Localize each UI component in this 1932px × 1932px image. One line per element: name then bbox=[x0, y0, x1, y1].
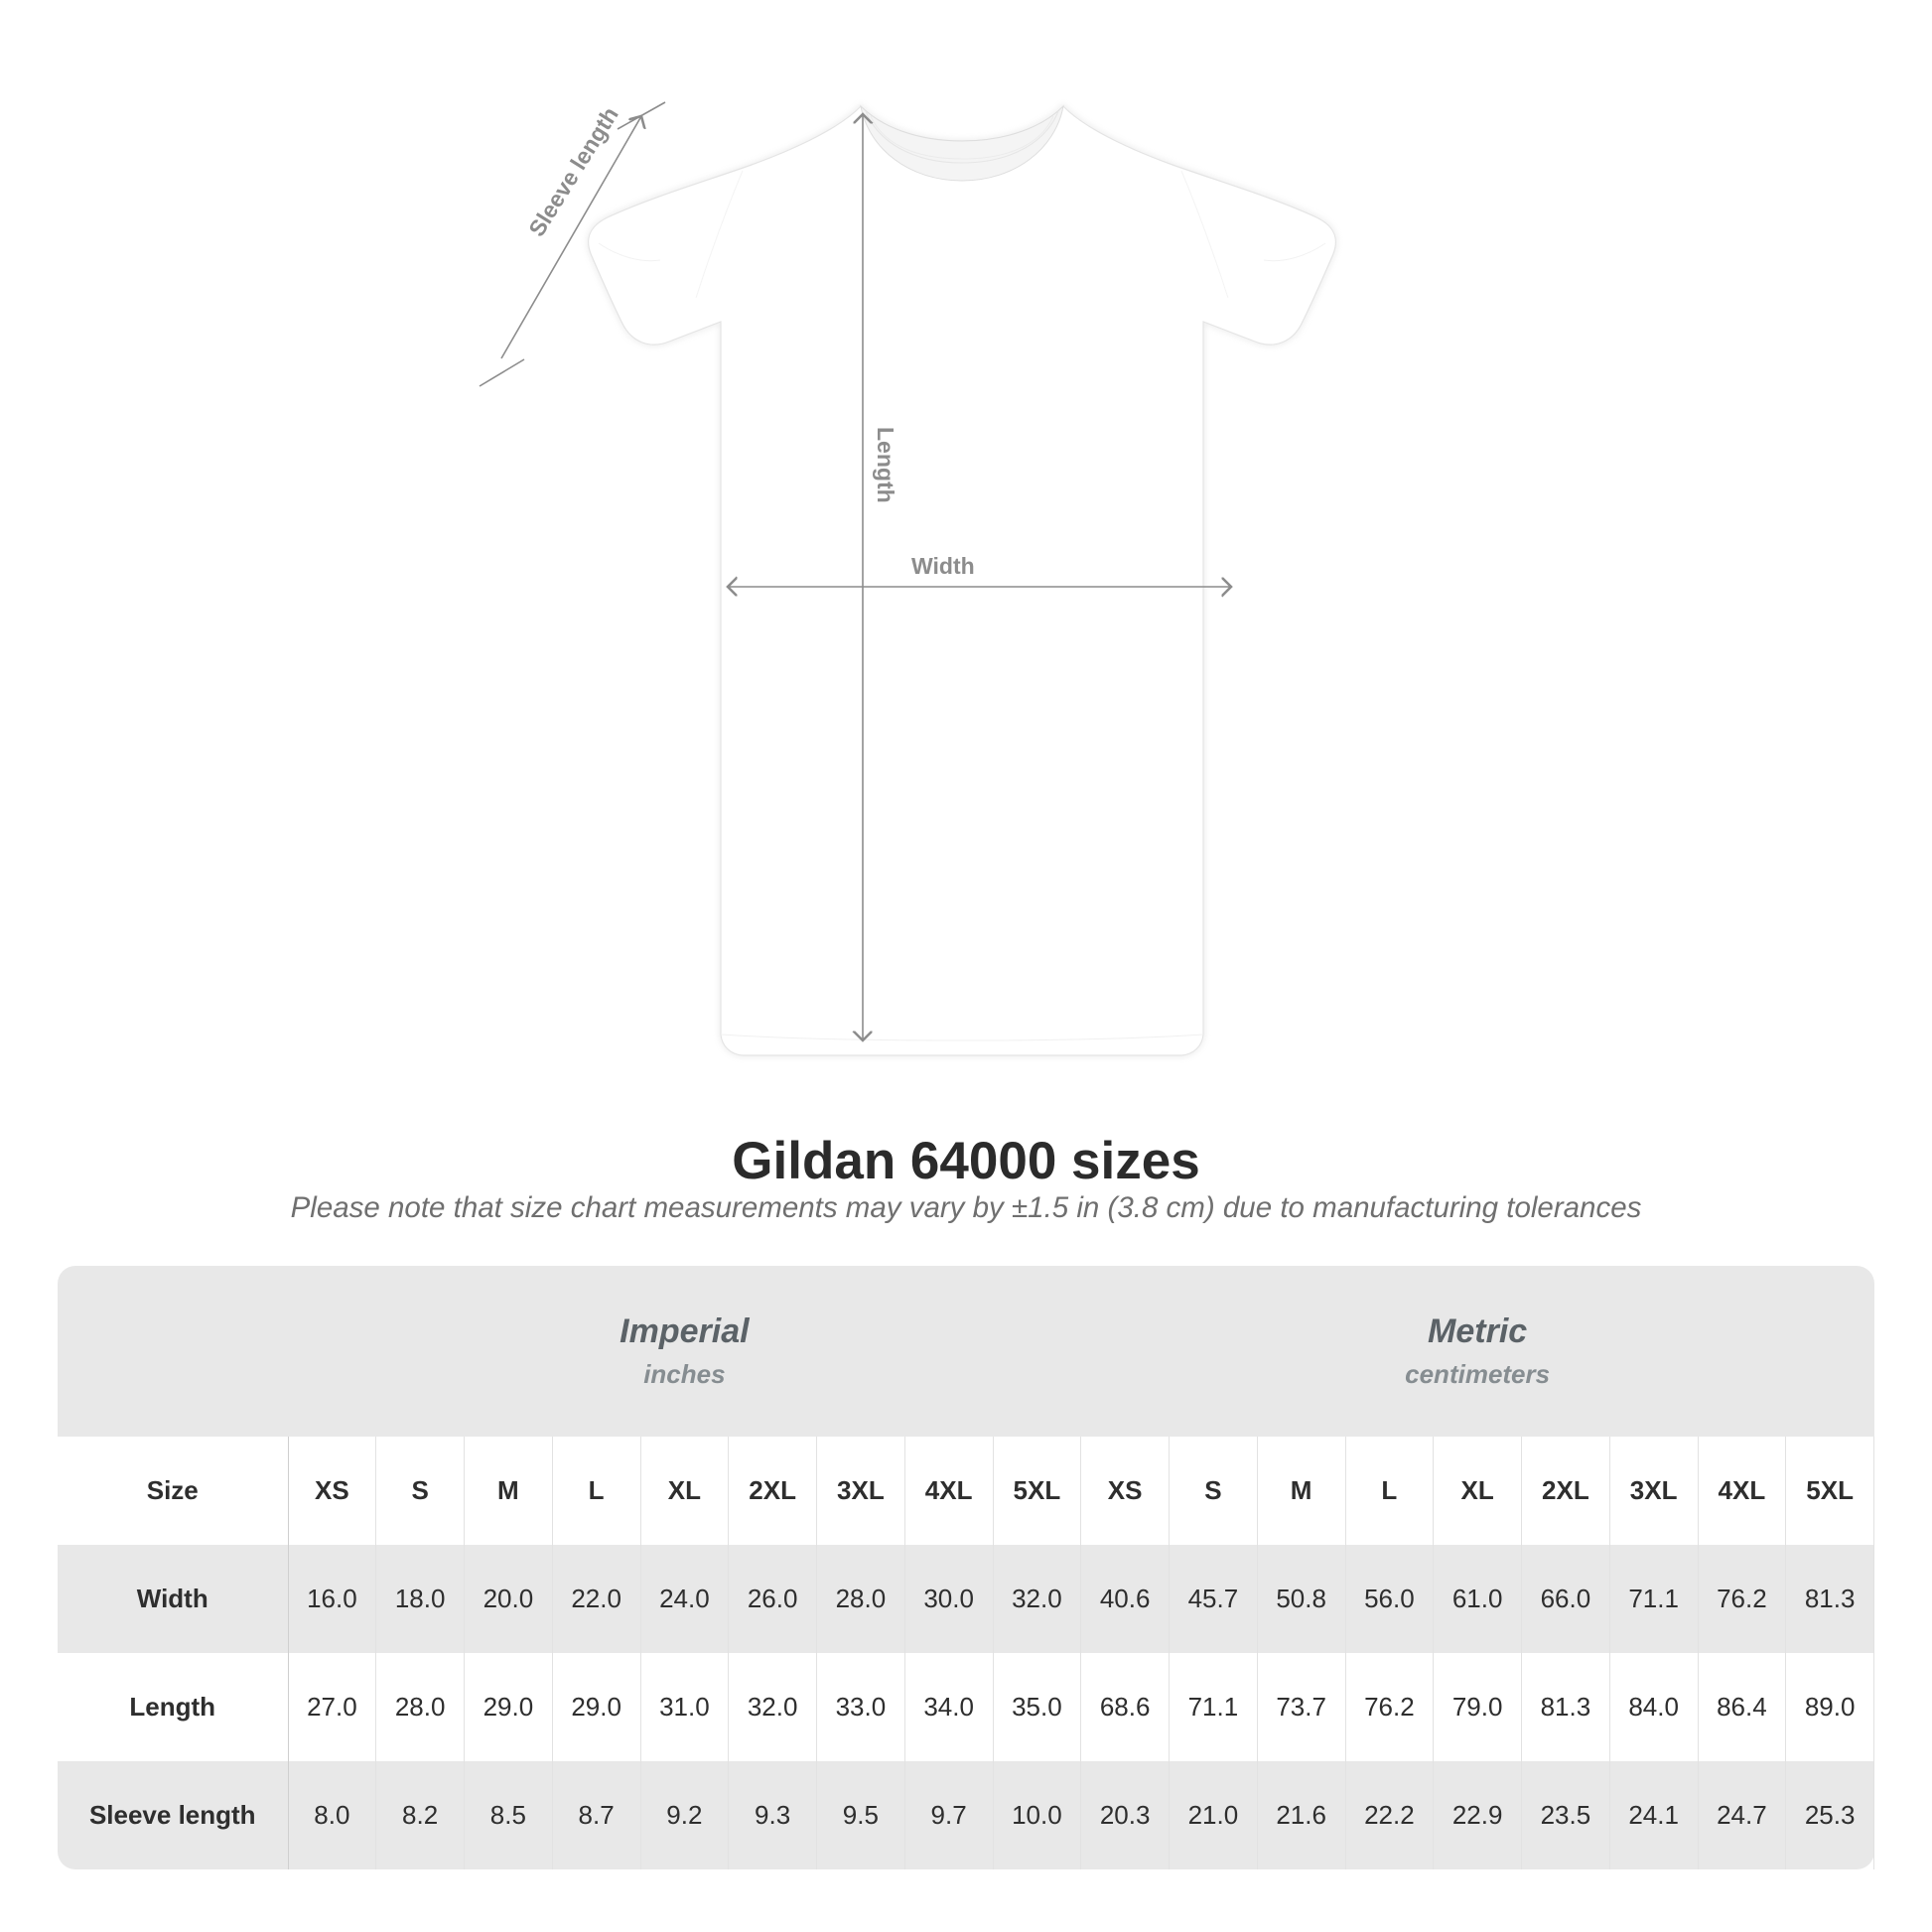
svg-text:Length: Length bbox=[873, 427, 898, 503]
svg-text:Width: Width bbox=[911, 553, 975, 579]
